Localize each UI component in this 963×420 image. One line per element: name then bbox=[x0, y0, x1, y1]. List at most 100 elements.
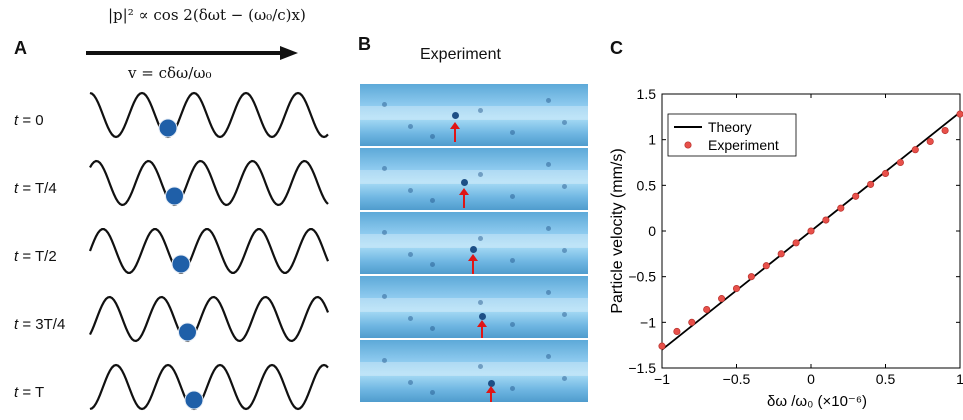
time-variable: t bbox=[14, 316, 19, 333]
y-tick-label: −1 bbox=[640, 314, 656, 330]
background-speck bbox=[510, 130, 515, 135]
background-speck bbox=[408, 316, 413, 321]
background-speck bbox=[546, 98, 551, 103]
velocity-chart: −1 −0.5 0 0.5 1−1.5−1−0.500.511.5δω /ω₀ (×10… bbox=[609, 86, 963, 410]
particle bbox=[158, 118, 178, 138]
time-label: t = 3T/4 bbox=[14, 316, 65, 333]
wave-row bbox=[89, 159, 329, 207]
y-tick-label: 0.5 bbox=[637, 177, 657, 193]
standing-wave-curve bbox=[89, 363, 329, 411]
time-variable: t bbox=[14, 248, 19, 265]
background-speck bbox=[562, 376, 567, 381]
experiment-point bbox=[777, 250, 785, 258]
background-speck bbox=[408, 124, 413, 129]
background-speck bbox=[562, 312, 567, 317]
experiment-point bbox=[762, 262, 770, 270]
experiment-point bbox=[732, 284, 741, 293]
tracked-particle bbox=[488, 380, 495, 387]
background-speck bbox=[546, 290, 551, 295]
wave-row bbox=[88, 228, 330, 274]
experiment-point bbox=[658, 342, 666, 350]
red-arrow-icon bbox=[477, 320, 487, 338]
standing-wave-curve bbox=[89, 159, 329, 207]
experiment-title: Experiment bbox=[420, 46, 501, 63]
background-speck bbox=[408, 380, 413, 385]
y-tick-label: −1.5 bbox=[628, 360, 656, 376]
y-axis-label: Particle velocity (mm/s) bbox=[609, 148, 626, 313]
wave-row bbox=[89, 91, 329, 139]
time-value: = T bbox=[18, 384, 45, 401]
particle bbox=[165, 186, 184, 206]
background-speck bbox=[510, 386, 515, 391]
standing-wave-curve bbox=[89, 295, 330, 343]
background-speck bbox=[382, 166, 387, 171]
background-speck bbox=[510, 194, 515, 199]
red-arrow-icon bbox=[450, 122, 460, 142]
light-band bbox=[360, 170, 588, 184]
tracked-particle bbox=[470, 246, 477, 253]
time-variable: t bbox=[14, 180, 19, 197]
time-value: = T/2 bbox=[18, 248, 57, 265]
y-tick-label: 0 bbox=[648, 223, 656, 239]
background-speck bbox=[408, 188, 413, 193]
standing-wave-curve bbox=[89, 91, 329, 139]
red-arrow-icon bbox=[459, 188, 469, 208]
legend-experiment-label: Experiment bbox=[708, 137, 779, 153]
x-axis-label: δω /ω₀ (×10⁻⁶) bbox=[767, 393, 867, 410]
panel-a-label: A bbox=[14, 38, 27, 58]
time-value: = T/4 bbox=[18, 180, 57, 197]
background-speck bbox=[510, 258, 515, 263]
background-speck bbox=[478, 108, 483, 113]
light-band bbox=[360, 362, 588, 376]
background-speck bbox=[430, 198, 435, 203]
x-tick-label: −1 bbox=[654, 371, 670, 387]
y-tick-label: 1.5 bbox=[637, 86, 657, 102]
experiment-point bbox=[688, 318, 696, 326]
time-value: = 0 bbox=[18, 112, 44, 129]
light-band bbox=[360, 234, 588, 248]
experiment-point bbox=[673, 327, 681, 336]
propagation-arrow bbox=[86, 46, 298, 60]
experiment-frame bbox=[360, 148, 588, 210]
experiment-point bbox=[941, 126, 949, 135]
background-speck bbox=[562, 120, 567, 125]
experiment-point bbox=[807, 227, 815, 235]
background-speck bbox=[562, 184, 567, 189]
background-speck bbox=[430, 262, 435, 267]
x-tick-label: 1 bbox=[956, 371, 963, 387]
tracked-particle bbox=[452, 112, 459, 119]
y-tick-label: 1 bbox=[648, 132, 656, 148]
time-variable: t bbox=[14, 112, 19, 129]
time-label: t = 0 bbox=[14, 112, 44, 129]
tracked-particle bbox=[479, 313, 486, 320]
legend-theory-label: Theory bbox=[708, 119, 752, 135]
legend-box bbox=[667, 113, 797, 157]
experiment-point bbox=[837, 204, 845, 212]
background-speck bbox=[430, 134, 435, 139]
background-speck bbox=[430, 390, 435, 395]
background-speck bbox=[408, 252, 413, 257]
time-label: t = T/2 bbox=[14, 248, 57, 265]
y-tick-label: −0.5 bbox=[628, 269, 656, 285]
background-speck bbox=[478, 236, 483, 241]
background-speck bbox=[478, 364, 483, 369]
background-speck bbox=[510, 322, 515, 327]
experiment-point bbox=[852, 192, 860, 200]
experiment-point bbox=[822, 216, 830, 224]
experiment-point bbox=[956, 110, 963, 118]
experiment-point bbox=[926, 137, 934, 146]
time-label: t = T bbox=[14, 384, 44, 401]
experiment-point bbox=[703, 305, 711, 314]
experiment-frame bbox=[360, 84, 588, 146]
experiment-frame bbox=[360, 212, 588, 274]
light-band bbox=[360, 106, 588, 120]
particle bbox=[184, 390, 204, 410]
legend-experiment-swatch bbox=[684, 141, 692, 149]
background-speck bbox=[478, 172, 483, 177]
experiment-point bbox=[747, 273, 755, 281]
time-variable: t bbox=[14, 384, 19, 401]
x-tick-label: 0 bbox=[807, 371, 815, 387]
experiment-point bbox=[896, 158, 904, 167]
background-speck bbox=[546, 226, 551, 231]
experiment-frame bbox=[360, 340, 588, 402]
